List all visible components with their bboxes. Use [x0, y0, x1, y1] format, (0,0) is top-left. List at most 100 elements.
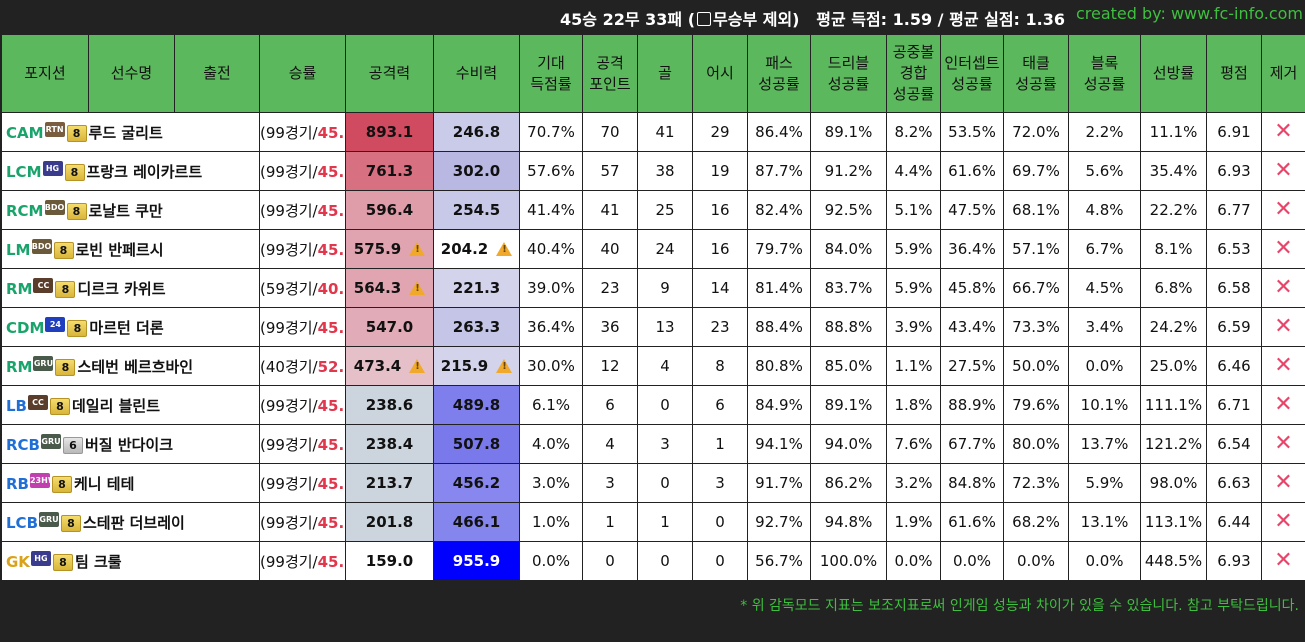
close-icon[interactable]: ✕ — [1274, 197, 1293, 222]
player-cell[interactable]: LMBDO 8 로빈 반페르시 — [1, 229, 260, 269]
close-icon[interactable]: ✕ — [1274, 509, 1293, 534]
column-header[interactable]: 패스 성공률 — [747, 34, 811, 113]
player-cell[interactable]: LB CC 8 데일리 블린트 — [1, 385, 260, 425]
player-name[interactable]: 루드 굴리트 — [88, 123, 163, 142]
column-header[interactable]: 태클 성공률 — [1003, 34, 1069, 113]
games-winrate-cell: (99경기/45.5%) — [259, 112, 346, 152]
player-name[interactable]: 스테판 더브레이 — [83, 513, 185, 532]
player-name[interactable]: 로날트 쿠만 — [88, 201, 163, 220]
table-row[interactable]: RB23HW8케니 테테(99경기/45.5%)213.7456.23.0%30… — [1, 463, 1305, 503]
column-header[interactable]: 골 — [637, 34, 693, 113]
column-header[interactable]: 수비력 — [433, 34, 520, 113]
player-cell[interactable]: RB23HW8케니 테테 — [1, 463, 260, 503]
stat-intercept: 45.8% — [940, 268, 1004, 308]
column-header[interactable]: 드리블 성공률 — [810, 34, 887, 113]
remove-cell[interactable]: ✕ — [1261, 151, 1305, 191]
player-cell[interactable]: CAM RTN 8 루드 굴리트 — [1, 112, 260, 152]
column-header[interactable]: 인터셉트 성공률 — [940, 34, 1004, 113]
player-name[interactable]: 팀 크룰 — [74, 552, 122, 571]
column-header[interactable]: 어시 — [692, 34, 748, 113]
stat-aerial: 1.9% — [886, 502, 941, 542]
remove-cell[interactable]: ✕ — [1261, 385, 1305, 425]
stat-pass: 81.4% — [747, 268, 811, 308]
close-icon[interactable]: ✕ — [1274, 431, 1293, 456]
player-name[interactable]: 디르크 카위트 — [77, 279, 166, 298]
column-header[interactable]: 공격 포인트 — [582, 34, 638, 113]
close-icon[interactable]: ✕ — [1274, 314, 1293, 339]
player-cell[interactable]: LCM HG 8 프랑크 레이카르트 — [1, 151, 260, 191]
player-name[interactable]: 프랑크 레이카르트 — [86, 162, 203, 181]
stat-ap: 0 — [582, 541, 638, 581]
games-count: 99경기 — [265, 162, 313, 181]
defense-cell: 263.3 — [433, 307, 520, 347]
close-icon[interactable]: ✕ — [1274, 236, 1293, 261]
stat-tackle: 68.1% — [1003, 190, 1069, 230]
close-icon[interactable]: ✕ — [1274, 119, 1293, 144]
attack-cell: 575.9 — [345, 229, 434, 269]
position-label: LB — [6, 396, 27, 415]
stat-goals: 13 — [637, 307, 693, 347]
column-header[interactable]: 공중볼 경합 성공률 — [886, 34, 941, 113]
stat-ap: 70 — [582, 112, 638, 152]
column-header[interactable]: 선방률 — [1140, 34, 1207, 113]
column-header[interactable]: 포지션 — [1, 34, 89, 113]
column-header[interactable]: 기대 득점률 — [519, 34, 583, 113]
remove-cell[interactable]: ✕ — [1261, 502, 1305, 542]
column-header[interactable]: 제거 — [1261, 34, 1305, 113]
player-name[interactable]: 로빈 반페르시 — [75, 240, 164, 259]
player-cell[interactable]: RM CC 8 디르크 카위트 — [1, 268, 260, 308]
player-name[interactable]: 케니 테테 — [73, 474, 135, 493]
remove-cell[interactable]: ✕ — [1261, 190, 1305, 230]
remove-cell[interactable]: ✕ — [1261, 307, 1305, 347]
column-header[interactable]: 평점 — [1206, 34, 1262, 113]
player-cell[interactable]: RCMBDO 8 로날트 쿠만 — [1, 190, 260, 230]
close-icon[interactable]: ✕ — [1274, 548, 1293, 573]
defense-cell: 507.8 — [433, 424, 520, 464]
player-name[interactable]: 스테번 베르흐바인 — [77, 357, 194, 376]
player-cell[interactable]: CDM 24 8 마르턴 더론 — [1, 307, 260, 347]
player-cell[interactable]: GK HG 8 팀 크룰 — [1, 541, 260, 581]
player-name[interactable]: 마르턴 더론 — [89, 318, 164, 337]
column-header[interactable]: 선수명 — [88, 34, 175, 113]
player-cell[interactable]: LCBGRU 8 스테판 더브레이 — [1, 502, 260, 542]
close-icon[interactable]: ✕ — [1274, 470, 1293, 495]
player-name[interactable]: 버질 반다이크 — [85, 435, 174, 454]
position-label: RM — [6, 279, 33, 298]
remove-cell[interactable]: ✕ — [1261, 268, 1305, 308]
stat-xg: 39.0% — [519, 268, 583, 308]
remove-cell[interactable]: ✕ — [1261, 424, 1305, 464]
remove-cell[interactable]: ✕ — [1261, 541, 1305, 581]
attack-value: 201.8 — [365, 513, 414, 531]
close-icon[interactable]: ✕ — [1274, 353, 1293, 378]
player-cell[interactable]: RCBGRU 6 버질 반다이크 — [1, 424, 260, 464]
player-name[interactable]: 데일리 블린트 — [72, 396, 161, 415]
close-icon[interactable]: ✕ — [1274, 158, 1293, 183]
stat-block: 4.5% — [1068, 268, 1141, 308]
column-header[interactable]: 공격력 — [345, 34, 434, 113]
remove-cell[interactable]: ✕ — [1261, 346, 1305, 386]
remove-cell[interactable]: ✕ — [1261, 229, 1305, 269]
close-icon[interactable]: ✕ — [1274, 392, 1293, 417]
remove-cell[interactable]: ✕ — [1261, 463, 1305, 503]
player-cell[interactable]: RMGRU 8 스테번 베르흐바인 — [1, 346, 260, 386]
column-header[interactable]: 블록 성공률 — [1068, 34, 1141, 113]
column-header[interactable]: 출전 — [174, 34, 260, 113]
remove-cell[interactable]: ✕ — [1261, 112, 1305, 152]
stat-xg: 4.0% — [519, 424, 583, 464]
stat-save: 98.0% — [1140, 463, 1207, 503]
column-header[interactable]: 승률 — [259, 34, 346, 113]
checkbox-icon[interactable] — [697, 12, 712, 26]
close-icon[interactable]: ✕ — [1274, 275, 1293, 300]
stat-xg: 3.0% — [519, 463, 583, 503]
